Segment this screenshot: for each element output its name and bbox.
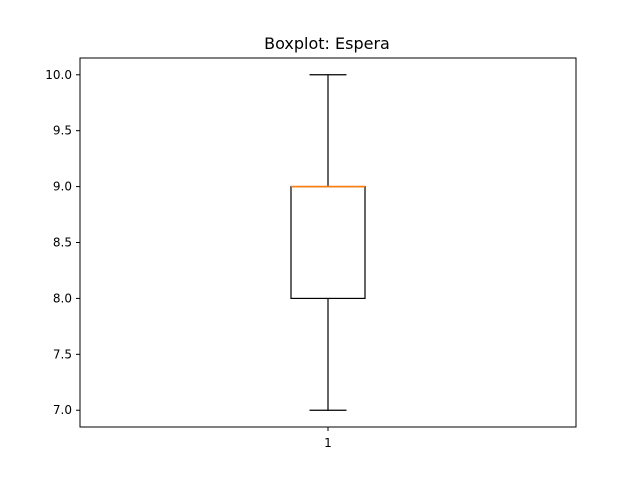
y-tick-label: 10.0 — [45, 68, 72, 82]
y-tick-label: 7.5 — [53, 347, 72, 361]
x-tick-label: 1 — [324, 436, 332, 450]
y-tick-label: 9.0 — [53, 180, 72, 194]
y-tick-label: 7.0 — [53, 403, 72, 417]
y-axis: 7.0 7.5 8.0 8.5 9.0 9.5 10.0 — [45, 68, 80, 417]
y-tick-label: 9.5 — [53, 124, 72, 138]
y-tick-label: 8.5 — [53, 236, 72, 250]
chart-title: Boxplot: Espera — [264, 34, 390, 53]
box-plot — [290, 74, 366, 411]
x-axis: 1 — [324, 427, 332, 450]
y-tick-label: 8.0 — [53, 291, 72, 305]
iqr-box — [290, 185, 366, 300]
